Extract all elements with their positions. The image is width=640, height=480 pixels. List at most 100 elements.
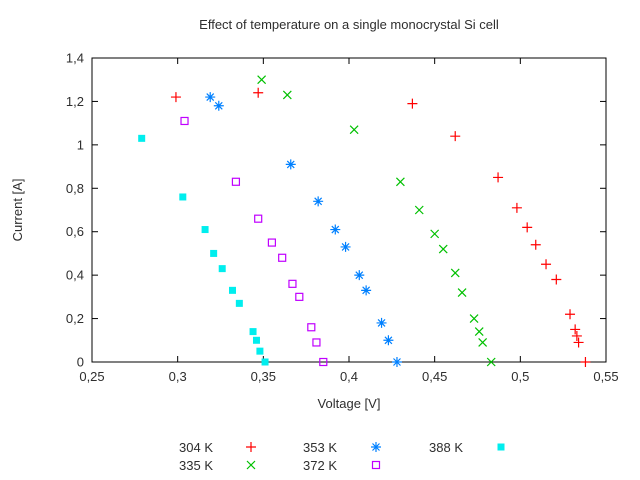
data-point-marker	[246, 460, 256, 470]
data-point-marker	[288, 279, 297, 288]
data-point-marker	[254, 214, 263, 223]
data-point-marker	[570, 324, 581, 335]
data-point-marker	[201, 226, 209, 234]
y-tick-label: 0,4	[66, 268, 84, 283]
data-point-marker	[354, 270, 365, 281]
data-point-marker	[307, 323, 316, 332]
data-point-marker	[450, 268, 460, 278]
x-tick-label: 0,3	[169, 369, 187, 384]
data-point-marker	[395, 177, 405, 187]
x-axis-label: Voltage [V]	[318, 396, 381, 411]
series-353k	[205, 92, 402, 367]
legend: 304 K 335 K 353 K 372 K 388 K	[179, 440, 505, 473]
data-point-marker	[438, 244, 448, 254]
data-point-marker	[530, 239, 541, 250]
data-point-marker	[213, 100, 224, 111]
legend-item-353k: 353 K	[303, 440, 381, 455]
data-point-marker	[541, 259, 552, 270]
y-tick-label: 1,4	[66, 51, 84, 66]
data-point-marker	[430, 229, 440, 239]
legend-item-388k: 388 K	[429, 440, 505, 455]
legend-item-335k: 335 K	[179, 458, 256, 473]
data-point-marker	[474, 327, 484, 337]
data-point-marker	[282, 90, 292, 100]
data-point-marker	[218, 265, 226, 273]
data-point-marker	[571, 330, 582, 341]
data-point-marker	[457, 288, 467, 297]
data-point-marker	[349, 125, 359, 135]
y-tick-label: 0,6	[66, 224, 84, 239]
data-point-marker	[580, 357, 591, 367]
data-point-marker	[278, 253, 287, 262]
data-point-marker	[231, 177, 241, 186]
data-point-marker	[256, 347, 264, 355]
data-point-marker	[361, 285, 372, 296]
legend-label: 353 K	[303, 440, 337, 455]
plot-border	[91, 57, 607, 363]
data-point-marker	[450, 131, 461, 142]
data-point-marker	[551, 274, 562, 285]
x-tick-label: 0,5	[511, 369, 529, 384]
y-tick-label: 1,2	[66, 94, 84, 109]
data-point-marker	[407, 98, 418, 109]
y-tick-label: 1	[77, 137, 84, 152]
data-point-marker	[246, 442, 256, 452]
y-tick-label: 0,2	[66, 311, 84, 326]
series-388k	[138, 134, 269, 366]
data-point-marker	[285, 159, 296, 170]
series-335k	[257, 75, 496, 367]
series-304k	[170, 87, 591, 367]
data-point-marker	[340, 241, 351, 252]
data-point-marker	[252, 336, 260, 344]
data-point-marker	[179, 193, 187, 201]
legend-item-372k: 372 K	[303, 458, 381, 473]
data-point-marker	[312, 338, 321, 347]
data-point-marker	[205, 92, 216, 103]
data-point-marker	[210, 249, 218, 257]
data-point-marker	[330, 224, 341, 235]
data-point-marker	[319, 357, 328, 367]
data-point-marker	[313, 196, 324, 207]
axis-ticks: 0,25 0,3 0,35 0,4 0,45 0,5 0,55 0 0,2 0,4 0,6 0,8 1 1…	[66, 51, 619, 385]
data-point-marker	[371, 460, 381, 470]
data-point-marker	[138, 134, 146, 142]
data-point-marker	[478, 338, 488, 347]
y-tick-label: 0,8	[66, 181, 84, 196]
data-point-marker	[469, 314, 479, 323]
data-point-marker	[228, 286, 236, 294]
x-tick-label: 0,4	[340, 369, 358, 384]
legend-label: 335 K	[179, 458, 213, 473]
data-point-marker	[493, 172, 504, 183]
data-point-marker	[295, 292, 304, 301]
data-point-marker	[235, 299, 243, 307]
data-point-marker	[522, 222, 533, 233]
data-point-marker	[573, 337, 584, 348]
data-point-marker	[376, 317, 387, 328]
data-point-marker	[486, 357, 496, 367]
data-point-marker	[257, 75, 267, 85]
x-tick-label: 0,55	[593, 369, 618, 384]
data-point-marker	[180, 116, 189, 126]
series-372k	[180, 116, 328, 367]
data-point-marker	[261, 358, 269, 366]
x-tick-label: 0,25	[79, 369, 104, 384]
x-tick-label: 0,45	[422, 369, 447, 384]
data-point-marker	[497, 443, 505, 451]
data-point-marker	[391, 357, 402, 367]
data-point-marker	[253, 87, 264, 98]
data-point-marker	[249, 328, 257, 336]
y-tick-label: 0	[77, 355, 84, 370]
data-point-marker	[170, 92, 181, 103]
x-tick-label: 0,35	[251, 369, 276, 384]
data-points-layer	[138, 75, 591, 367]
data-point-marker	[565, 309, 576, 320]
data-point-marker	[511, 202, 522, 213]
data-point-marker	[371, 442, 381, 452]
y-axis-label: Current [A]	[10, 179, 25, 242]
data-point-marker	[414, 205, 424, 215]
legend-item-304k: 304 K	[179, 440, 256, 455]
data-point-marker	[383, 335, 394, 346]
chart-title: Effect of temperature on a single monocr…	[199, 17, 499, 32]
